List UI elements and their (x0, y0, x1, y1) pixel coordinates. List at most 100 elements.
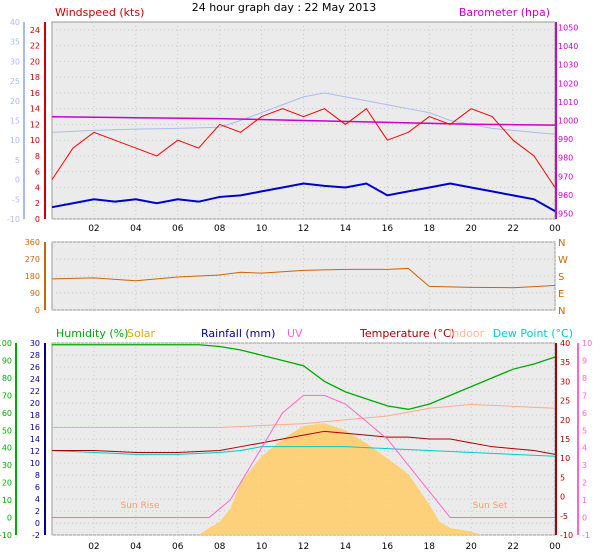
dew-series (51, 446, 556, 457)
uv-tick: 5 (582, 426, 587, 435)
rain-tick: 10 (30, 459, 40, 468)
baro-tick: 1020 (558, 79, 578, 88)
uv-tick: 10 (582, 339, 592, 348)
direction-plot-area (51, 241, 556, 311)
direction-axis: 0 90 180 270 360 (25, 238, 46, 315)
compass-label: N (558, 306, 565, 317)
baro-tick: 960 (558, 191, 573, 200)
temp-right-tick: 5 (560, 473, 565, 482)
compass-label: W (558, 255, 568, 266)
direction-tick: 360 (25, 238, 40, 247)
temp-right-tick: 10 (560, 454, 570, 463)
rain-tick: -2 (32, 531, 40, 540)
humidity-tick: 0 (7, 514, 12, 523)
direction-tick: 0 (35, 306, 40, 315)
baro-tick: 950 (558, 209, 573, 218)
rain-tick: 2 (35, 507, 40, 516)
direction-tick: 180 (25, 272, 40, 281)
rain-tick: 16 (30, 423, 40, 432)
temp-left-tick: 35 (10, 38, 20, 47)
wind-tick: 0 (35, 215, 40, 224)
wind-tick: 4 (35, 183, 40, 192)
uv-tick: 7 (582, 391, 587, 400)
baro-tick: 1010 (558, 98, 578, 107)
rain-tick: 14 (30, 435, 40, 444)
dewpoint-label: Dew Point (°C) (493, 327, 573, 340)
hum-x-tick: 04 (130, 542, 142, 552)
hum-x-tick: 14 (340, 542, 352, 552)
wind-baro-panel: 02 04 06 08 10 12 14 16 18 20 22 00 -10-50510152025… (7, 6, 578, 234)
direction-gridlines (52, 241, 556, 311)
page-title: 24 hour graph day : 22 May 2013 (192, 1, 377, 14)
compass-label: N (558, 238, 565, 249)
temp-grey-series (51, 92, 556, 135)
humidity-tick: 80 (2, 374, 12, 383)
temp-left-tick: -10 (7, 215, 20, 224)
hum-x-tick: 12 (298, 542, 309, 552)
humidity-tick: 90 (2, 356, 12, 365)
hum-x-tick: 06 (172, 542, 184, 552)
temp-right-tick: -5 (560, 512, 568, 521)
wind-tick: 8 (35, 152, 40, 161)
wind-tick: 18 (30, 73, 40, 82)
rain-tick: 18 (30, 411, 40, 420)
wind-gust-series (51, 107, 556, 188)
wind-tick: 16 (30, 89, 40, 98)
uv-tick: 1 (582, 496, 587, 505)
baro-tick: 980 (558, 154, 573, 163)
wind-x-tick: 20 (465, 224, 477, 234)
indoor-series (52, 403, 556, 428)
humidity-tick: 50 (2, 426, 12, 435)
wind-x-tick: 02 (88, 224, 99, 234)
temp-right-tick: 20 (560, 416, 570, 425)
baro-axis: 950 960 970 980 990 1000 1010 1020 1030 1040 1050 (555, 22, 578, 219)
wind-x-tick: 08 (214, 224, 226, 234)
hum-x-tick: 02 (88, 542, 99, 552)
uv-tick: 2 (582, 479, 587, 488)
temp-right-tick: -10 (560, 531, 573, 540)
wind-tick: 14 (30, 105, 40, 114)
temp-left-tick: 15 (10, 117, 20, 126)
direction-series (51, 267, 556, 289)
uv-tick: 0 (582, 514, 587, 523)
direction-tick: 270 (25, 255, 40, 264)
wind-x-tick: 04 (130, 224, 142, 234)
hum-x-tick: 00 (549, 542, 561, 552)
baro-series (51, 116, 556, 126)
hum-x-tick: 16 (382, 542, 394, 552)
temp-left-axis: -10 -5 0 5 10 15 20 25 30 35 40 (7, 18, 25, 224)
temp-left-tick: 40 (10, 18, 20, 27)
rain-tick: 24 (30, 375, 40, 384)
wind-x-tick: 16 (382, 224, 394, 234)
temp-left-tick: 0 (15, 176, 20, 185)
rain-tick: 30 (30, 339, 40, 348)
humidity-label: Humidity (%) (56, 327, 128, 340)
wind-tick: 22 (30, 42, 40, 51)
uv-tick: 4 (582, 444, 587, 453)
wind-tick: 6 (35, 168, 40, 177)
baro-tick: 1000 (558, 117, 578, 126)
direction-tick: 90 (30, 289, 40, 298)
temp-left-tick: 5 (15, 156, 20, 165)
baro-tick: 1030 (558, 61, 578, 70)
baro-tick: 1040 (558, 42, 578, 51)
hum-x-tick: 20 (465, 542, 477, 552)
uv-tick: 8 (582, 374, 587, 383)
hum-x-tick: 22 (507, 542, 518, 552)
temp-left-tick: -5 (12, 195, 20, 204)
wind-x-axis: 02 04 06 08 10 12 14 16 18 20 22 00 (88, 22, 561, 234)
hum-x-tick: 18 (424, 542, 436, 552)
temp-left-tick: 30 (10, 57, 20, 66)
temp-right-tick: 40 (560, 339, 570, 348)
humidity-tick: 40 (2, 444, 12, 453)
baro-tick: 990 (558, 135, 573, 144)
wind-label: Windspeed (kts) (55, 6, 144, 19)
hum-temp-panel: 02 04 06 08 10 12 14 16 18 20 22 00 -10010203040506… (0, 327, 592, 552)
humidity-tick: -10 (0, 531, 12, 540)
humidity-tick: 100 (0, 339, 12, 348)
baro-label: Barometer (hpa) (459, 6, 550, 19)
temperature-series (52, 430, 556, 455)
hum-x-tick: 10 (256, 542, 268, 552)
